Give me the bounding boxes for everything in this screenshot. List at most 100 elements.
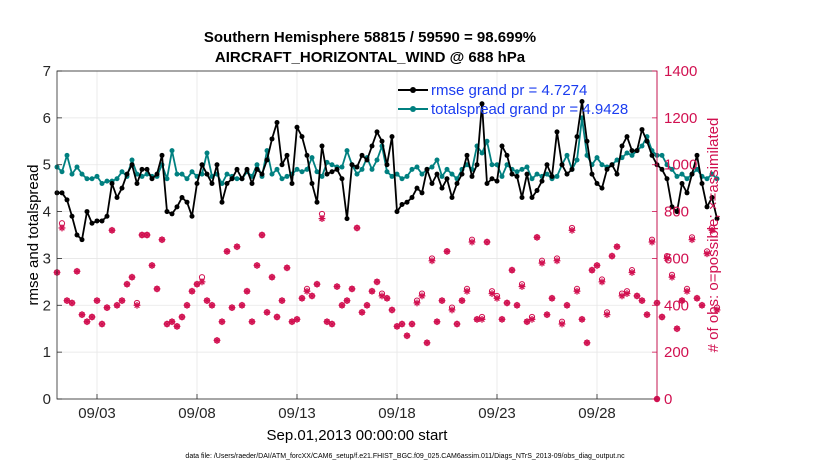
obs-possible-point [428, 255, 436, 262]
obs-possible-point [148, 262, 156, 269]
rmse-point [304, 152, 310, 158]
spread-point [164, 176, 170, 182]
rmse-point [209, 180, 215, 186]
spread-point [594, 155, 600, 161]
obs-possible-point [618, 290, 626, 297]
obs-possible-point [288, 318, 296, 325]
obs-possible-point [143, 231, 151, 239]
rmse-point [64, 197, 70, 203]
obs-possible-point [63, 297, 71, 304]
x-tick-label: 09/13 [278, 405, 316, 422]
spread-point [94, 173, 100, 179]
obs-possible-point [298, 295, 306, 302]
rmse-point [369, 143, 375, 149]
obs-possible-point [608, 252, 616, 260]
obs-possible-point [373, 278, 381, 285]
rmse-point [574, 134, 580, 140]
legend-rmse-label: rmse grand pr = 4.7274 [431, 82, 587, 99]
rmse-point [134, 180, 140, 186]
rmse-point [204, 171, 210, 177]
obs-possible-point [318, 210, 326, 218]
obs-possible-point [103, 304, 111, 311]
obs-possible-point [463, 285, 471, 292]
y-right-tick-label: 1200 [664, 110, 697, 127]
rmse-point [259, 171, 265, 177]
y-right-tick-label: 1000 [664, 157, 697, 174]
obs-possible-point [183, 302, 191, 309]
spread-point [99, 180, 105, 186]
spread-point [714, 176, 720, 182]
rmse-point [274, 120, 280, 126]
obs-possible-point [573, 285, 581, 292]
rmse-point [644, 138, 650, 144]
rmse-point [214, 162, 220, 168]
rmse-point [544, 162, 550, 168]
rmse-point [614, 171, 620, 177]
spread-point [304, 166, 310, 172]
obs-possible-point [328, 320, 336, 328]
obs-possible-point [348, 285, 356, 292]
rmse-point [314, 199, 320, 205]
spread-point [574, 157, 580, 163]
spread-point [659, 152, 665, 158]
y-right-tick-label: 0 [664, 391, 672, 408]
obs-possible-point [258, 231, 266, 239]
spread-point [629, 152, 635, 158]
rmse-point [504, 152, 510, 158]
rmse-point [579, 98, 585, 104]
spread-point [69, 171, 75, 177]
obs-possible-point [83, 318, 91, 325]
rmse-point [164, 209, 170, 215]
obs-possible-point [178, 313, 186, 321]
spread-point [529, 176, 535, 182]
rmse-point [674, 209, 680, 215]
rmse-point [199, 162, 205, 168]
obs-possible-point [383, 295, 391, 302]
obs-possible-point [118, 297, 126, 304]
rmse-point [704, 204, 710, 210]
obs-possible-point [308, 292, 316, 300]
rmse-point [299, 134, 305, 140]
rmse-point [529, 195, 535, 201]
obs-possible-point [163, 320, 171, 328]
obs-possible-point [283, 264, 291, 271]
obs-possible-point [563, 302, 571, 309]
x-axis-label: Sep.01,2013 00:00:00 start [267, 427, 449, 444]
rmse-point [159, 152, 165, 158]
obs-possible-point [438, 297, 446, 304]
rmse-point [334, 166, 340, 172]
rmse-point [264, 157, 270, 163]
rmse-point [394, 209, 400, 215]
rmse-point [234, 166, 240, 172]
obs-possible-point [453, 320, 461, 328]
spread-point [354, 171, 360, 177]
obs-possible-point [388, 306, 396, 314]
spread-point [694, 166, 700, 172]
x-axis-ticks: 09/03 09/08 09/13 09/18 09/23 09/28 [78, 394, 616, 422]
y-tick-label: 7 [43, 63, 51, 80]
rmse-point [349, 162, 355, 168]
obs-possible-point [513, 302, 521, 309]
rmse-point [169, 211, 175, 217]
obs-possible-point [673, 325, 681, 332]
rmse-point [564, 171, 570, 177]
rmse-point [519, 195, 525, 201]
y-axis-right-ticks: 0 200 400 600 800 1000 1200 1400 [652, 63, 697, 408]
rmse-point [294, 124, 300, 130]
spread-point [114, 176, 120, 182]
obs-possible-point [58, 220, 66, 227]
obs-possible-point [78, 311, 86, 318]
rmse-point [494, 178, 500, 184]
y-axis-left-label: rmse and totalspread [25, 165, 42, 306]
legend-spread-marker [410, 106, 416, 112]
rmse-point [589, 171, 595, 177]
obs-possible-point [638, 297, 646, 304]
legend-rmse-marker [410, 87, 416, 93]
obs-assimilated-point [58, 224, 66, 232]
obs-possible-point [493, 292, 501, 300]
obs-possible-point [268, 274, 276, 281]
obs-possible-point [603, 309, 611, 316]
obs-possible-point [358, 309, 366, 316]
obs-possible-point [223, 248, 231, 255]
chart-title: Southern Hemisphere 58815 / 59590 = 98.6… [204, 29, 536, 46]
